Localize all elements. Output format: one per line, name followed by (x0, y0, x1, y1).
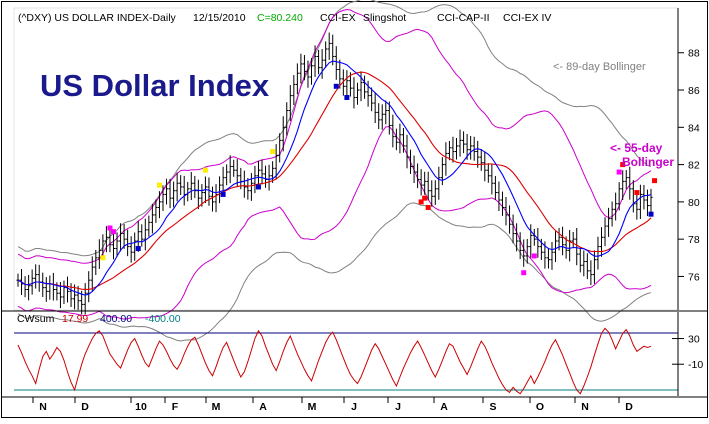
close-label: C=80.240 (257, 12, 303, 24)
date-axis-label: A (440, 401, 448, 413)
price-bars (16, 32, 653, 315)
bollinger-55-upper-line (17, 8, 652, 264)
date-axis-label: D (81, 401, 89, 413)
cwsum-line (17, 327, 652, 395)
price-panel (13, 0, 679, 342)
price-axis-label: 88 (688, 48, 700, 60)
cwsum-label: CWsum (17, 313, 55, 325)
date-axis-label: F (172, 401, 179, 413)
signal-marker (652, 178, 658, 184)
date-axis-label: O (536, 401, 544, 413)
price-axis: 76 78 80 82 84 86 88 (677, 8, 700, 310)
bollinger-55-lower-line (17, 126, 652, 320)
date-axis-label: J (351, 401, 357, 413)
price-axis-label: 82 (688, 160, 700, 172)
signal-marker (270, 149, 276, 155)
price-axis-label: 80 (688, 197, 700, 209)
bollinger-55-annotation-line2: Bollinger (622, 155, 674, 169)
bollinger-89-annotation: <- 89-day Bollinger (553, 61, 646, 73)
signal-marker (202, 167, 208, 173)
symbol-label: (^DXY) US DOLLAR INDEX-Daily (18, 12, 177, 24)
date-axis-label: M (308, 401, 317, 413)
price-axis-label: 86 (688, 85, 700, 97)
signal-marker (344, 94, 350, 100)
bollinger-55-annotation-line1: <- 55-day (610, 141, 663, 155)
price-axis-label: 76 (688, 271, 700, 283)
date-axis-label: S (489, 401, 496, 413)
signal-marker (333, 83, 339, 89)
signal-marker (634, 190, 640, 196)
signal-marker (135, 245, 141, 251)
cwsum-panel: CWsum 17.99 400.00 -400.00 30 -10 (14, 312, 703, 396)
study-label: CCI-CAP-II (437, 12, 490, 24)
date-axis-label: N (581, 401, 589, 413)
study-label: Slingshot (363, 12, 406, 24)
price-axis-label: 78 (688, 234, 700, 246)
price-axis-label: 84 (688, 122, 700, 134)
signal-marker (620, 162, 626, 168)
cwsum-axis-label: 30 (688, 334, 700, 346)
study-label: CCI-EX IV (503, 12, 551, 24)
signal-marker (616, 169, 622, 175)
signal-marker (110, 229, 116, 235)
date-axis-label: J (395, 401, 401, 413)
date-axis-label: A (259, 401, 267, 413)
signal-marker (531, 253, 537, 259)
signal-marker (648, 211, 654, 217)
signal-marker (100, 255, 106, 261)
cwsum-axis: 30 -10 (672, 334, 703, 371)
moving-average-blue-line (17, 60, 652, 296)
date-axis-label: N (39, 401, 47, 413)
date-label: 12/15/2010 (193, 12, 246, 24)
signal-marker (521, 270, 527, 276)
date-axis: N D 10 F M A M J J A S O N D (2, 396, 707, 413)
chart-title: US Dollar Index (40, 68, 270, 103)
cwsum-lower-value: -400.00 (145, 313, 181, 325)
signal-marker (425, 204, 431, 210)
signal-marker (418, 199, 424, 205)
cwsum-axis-label: -10 (688, 359, 703, 371)
date-axis-label: 10 (135, 401, 147, 413)
moving-averages (17, 60, 652, 296)
moving-average-red-line (17, 71, 652, 290)
study-label: CCI-EX (320, 12, 356, 24)
date-axis-label: M (212, 401, 221, 413)
signal-marker (156, 182, 162, 188)
date-axis-label: D (625, 401, 633, 413)
signal-marker (220, 191, 226, 197)
signal-marker (422, 195, 428, 201)
signal-markers (100, 83, 658, 276)
bollinger-55-band (17, 8, 652, 320)
cwsum-value: 17.99 (62, 313, 88, 325)
cwsum-upper-value: 400.00 (100, 313, 132, 325)
signal-marker (107, 225, 113, 231)
signal-marker (255, 184, 261, 190)
